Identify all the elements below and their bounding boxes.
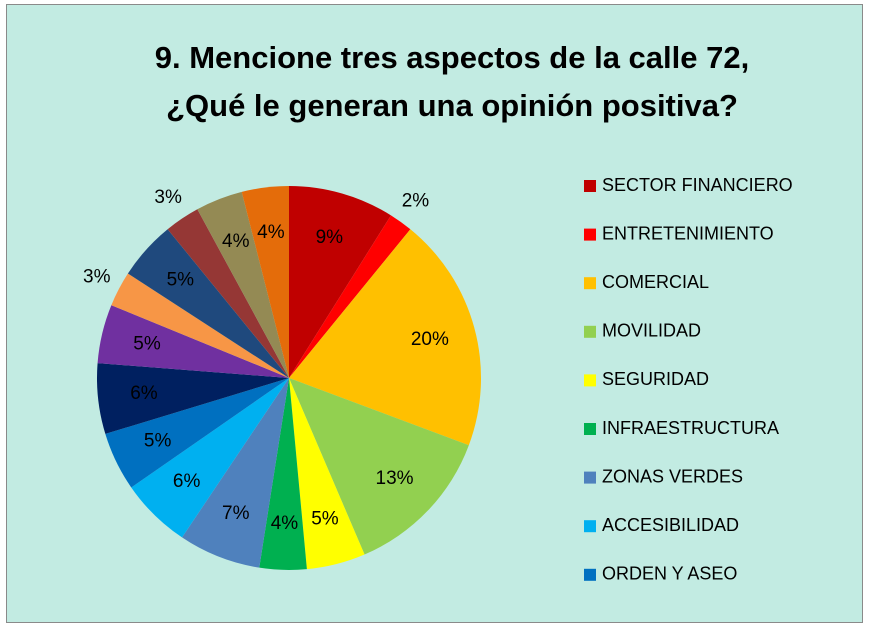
pie-slice [241,186,289,378]
pie-slice [127,229,290,378]
data-label: 2% [402,191,430,212]
chart-title: 9. Mencione tres aspectos de la calle 72… [155,40,749,75]
pie-slice [131,378,289,538]
legend-label: ACCESIBILIDAD [602,515,739,535]
data-label: 13% [376,468,414,489]
pie-slice [289,378,365,570]
pie-slice [289,229,482,446]
data-label: 7% [222,503,250,524]
legend-swatch [584,374,596,387]
pie-slice [182,378,289,568]
data-label: 4% [222,231,250,252]
legend-label: ENTRETENIMIENTO [602,223,774,243]
pie-slice [111,273,289,378]
legend-swatch [584,277,596,290]
data-label: 6% [130,383,158,404]
pie-slice [105,378,289,488]
legend-swatch [584,325,596,338]
pie-slice [289,186,391,378]
data-label: 4% [257,222,285,243]
pie-slice [96,363,289,434]
data-label: 9% [316,227,344,248]
chart-title: ¿Qué le generan una opinión positiva? [166,88,738,123]
pie-slice [167,209,289,378]
legend-swatch [584,228,596,241]
data-label: 20% [411,329,449,350]
pie-slice [197,191,289,378]
data-label: 6% [173,471,201,492]
pie-slice [289,215,411,378]
legend-swatch [584,423,596,435]
data-label: 3% [154,187,182,208]
data-label: 5% [144,431,172,452]
data-label: 4% [271,513,299,534]
legend-label: ZONAS VERDES [602,466,743,486]
legend-label: ORDEN Y ASEO [602,564,737,584]
legend-swatch [584,180,596,192]
legend-label: MOVILIDAD [602,321,701,341]
legend-swatch [584,568,596,581]
legend-label: SECTOR FINANCIERO [602,175,793,195]
data-label: 3% [83,266,111,287]
data-label: 5% [167,270,195,291]
pie-slice [289,378,469,555]
legend-swatch [584,520,596,533]
pie-slice [259,378,307,570]
pie-slice [97,305,289,378]
data-label: 5% [133,333,161,354]
data-label: 5% [311,508,339,529]
legend-label: SEGURIDAD [602,369,709,389]
legend-label: COMERCIAL [602,272,709,292]
legend-swatch [584,471,596,484]
legend-label: INFRAESTRUCTURA [602,418,779,438]
